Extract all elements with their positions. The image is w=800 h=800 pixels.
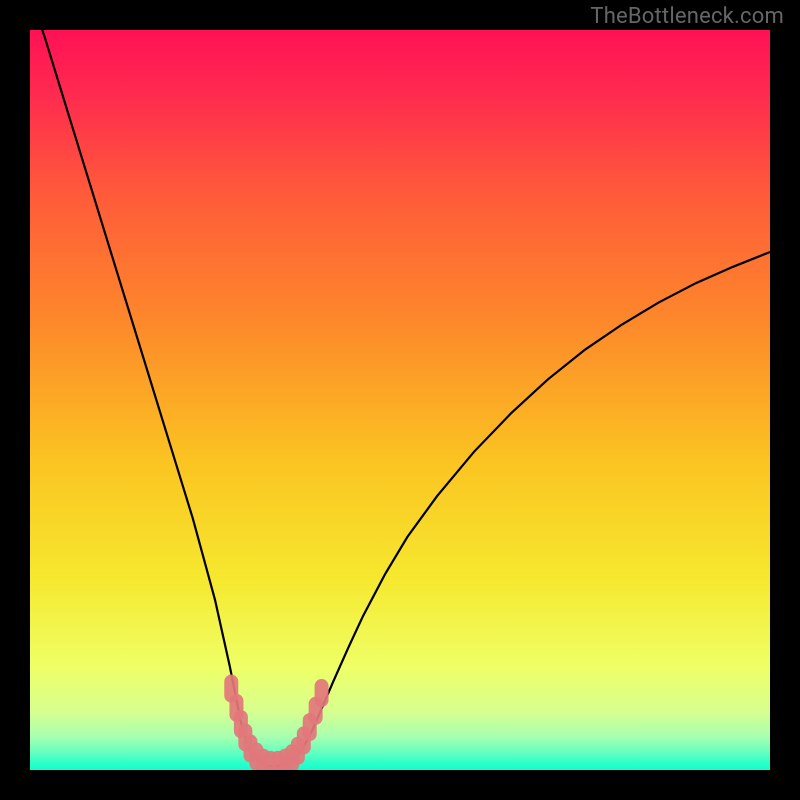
chart-stage: TheBottleneck.com: [0, 0, 800, 800]
plot-svg: [0, 0, 800, 800]
optimal-zone-mark: [315, 679, 329, 707]
gradient-background: [30, 30, 770, 770]
watermark-text: TheBottleneck.com: [590, 4, 784, 29]
